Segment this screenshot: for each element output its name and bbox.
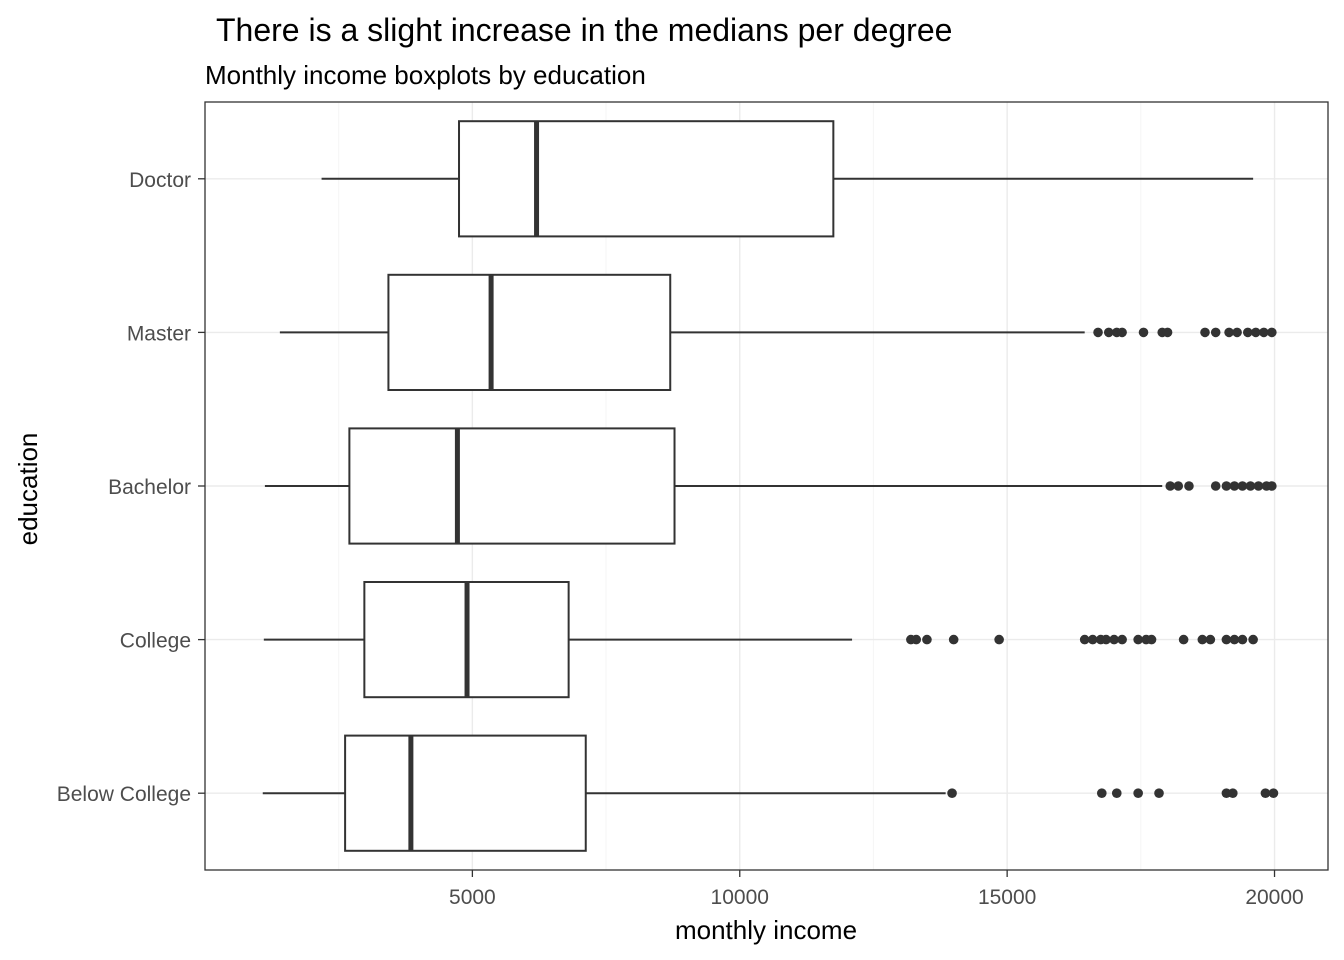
outlier-point bbox=[1210, 327, 1221, 338]
outlier-point bbox=[1109, 634, 1119, 645]
y-tick-label: Doctor bbox=[129, 169, 191, 192]
x-tick-label: 10000 bbox=[711, 886, 769, 909]
outlier-point bbox=[1178, 634, 1189, 645]
outlier-point bbox=[1138, 327, 1149, 338]
y-axis-title: education bbox=[13, 433, 43, 546]
outlier-point bbox=[1205, 634, 1216, 645]
boxes bbox=[262, 120, 1279, 852]
x-tick-label: 5000 bbox=[449, 886, 496, 909]
y-tick-label: Bachelor bbox=[108, 476, 191, 499]
outlier-point bbox=[1237, 481, 1248, 491]
outlier-point bbox=[1221, 481, 1232, 491]
outlier-point bbox=[1173, 481, 1184, 491]
x-tick-label: 15000 bbox=[978, 886, 1036, 909]
outlier-point bbox=[911, 634, 922, 645]
outlier-point bbox=[948, 634, 959, 645]
outlier-point bbox=[1165, 481, 1176, 491]
outlier-point bbox=[1221, 634, 1232, 645]
outlier-point bbox=[1229, 634, 1240, 645]
outlier-point bbox=[1096, 788, 1107, 798]
outlier-point bbox=[1184, 481, 1194, 491]
axis-ticks: 5000 10000 15000 20000 Below College College B… bbox=[57, 169, 1304, 909]
box-iqr bbox=[458, 120, 835, 238]
outlier-point bbox=[922, 634, 932, 645]
outlier-point bbox=[1117, 327, 1127, 338]
outlier-point bbox=[994, 634, 1004, 645]
y-tick-label: Master bbox=[127, 322, 191, 345]
box-iqr bbox=[387, 273, 672, 391]
outlier-point bbox=[1232, 327, 1242, 338]
outlier-point bbox=[1133, 788, 1143, 798]
outlier-point bbox=[1229, 481, 1240, 491]
outlier-point bbox=[1197, 634, 1208, 645]
box-below-college bbox=[262, 734, 1279, 852]
outlier-point bbox=[1267, 327, 1277, 338]
outlier-point bbox=[1267, 481, 1277, 491]
outlier-point bbox=[1087, 634, 1098, 645]
outlier-point bbox=[1133, 634, 1143, 645]
chart-title: There is a slight increase in the median… bbox=[216, 12, 952, 48]
box-bachelor bbox=[264, 427, 1277, 545]
box-doctor bbox=[321, 120, 1254, 238]
outlier-point bbox=[1079, 634, 1090, 645]
y-tick-label: Below College bbox=[57, 783, 191, 806]
y-tick-label: College bbox=[120, 630, 191, 653]
x-tick-label: 20000 bbox=[1245, 886, 1303, 909]
outlier-point bbox=[1268, 788, 1279, 798]
outlier-point bbox=[1162, 327, 1173, 338]
outlier-point bbox=[1200, 327, 1210, 338]
box-iqr bbox=[344, 734, 587, 852]
outlier-point bbox=[1210, 481, 1221, 491]
outlier-point bbox=[1093, 327, 1103, 338]
outlier-point bbox=[947, 788, 957, 798]
chart-subtitle: Monthly income boxplots by education bbox=[205, 60, 646, 90]
outlier-point bbox=[1111, 788, 1122, 798]
outlier-point bbox=[1248, 634, 1258, 645]
outlier-point bbox=[1103, 327, 1114, 338]
outlier-point bbox=[1101, 634, 1111, 645]
outlier-point bbox=[1224, 327, 1234, 338]
x-axis-title: monthly income bbox=[675, 915, 857, 945]
outlier-point bbox=[1237, 634, 1248, 645]
outlier-point bbox=[1242, 327, 1253, 338]
outlier-point bbox=[1146, 634, 1157, 645]
outlier-point bbox=[1117, 634, 1127, 645]
outlier-point bbox=[1259, 327, 1269, 338]
box-iqr bbox=[348, 427, 676, 545]
box-master bbox=[279, 273, 1277, 391]
box-college bbox=[263, 581, 1258, 699]
outlier-point bbox=[1260, 788, 1271, 798]
outlier-point bbox=[1154, 788, 1164, 798]
outlier-point bbox=[1245, 481, 1256, 491]
outlier-point bbox=[1251, 327, 1261, 338]
outlier-point bbox=[1228, 788, 1238, 798]
outlier-point bbox=[1253, 481, 1264, 491]
